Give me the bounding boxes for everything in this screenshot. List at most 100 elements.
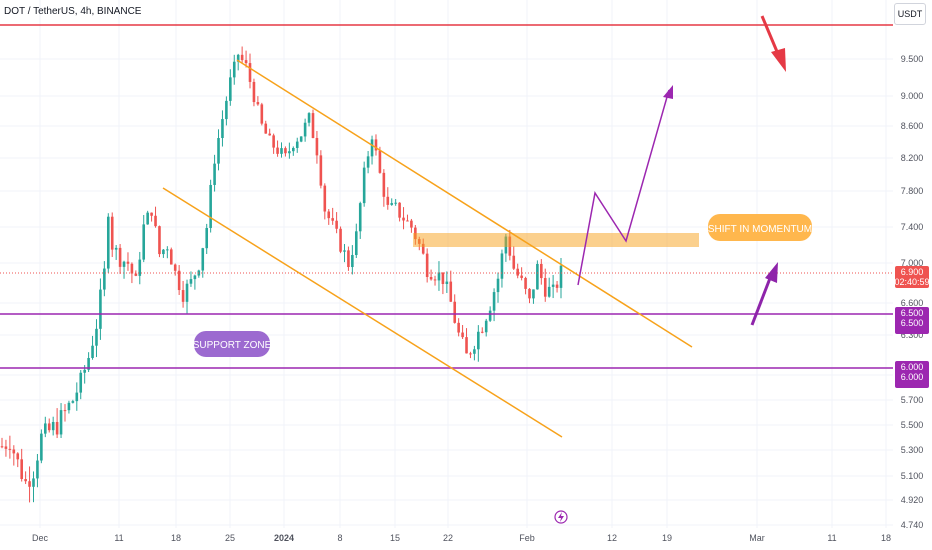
candle-body bbox=[410, 220, 413, 228]
candle-body bbox=[51, 421, 55, 431]
candle-body bbox=[268, 133, 271, 136]
price-tick-label: 6.600 bbox=[901, 298, 924, 308]
candle-body bbox=[453, 301, 457, 323]
candle-body bbox=[91, 345, 94, 358]
price-tick-label: 9.000 bbox=[901, 91, 924, 101]
candle-body bbox=[473, 349, 476, 354]
bullish-arrow-shaft bbox=[750, 272, 774, 326]
candle-body bbox=[520, 275, 523, 278]
candle-body bbox=[130, 263, 134, 274]
candle-body bbox=[461, 332, 464, 338]
candle-body bbox=[421, 243, 425, 254]
time-axis-bg bbox=[0, 530, 893, 550]
candle-body bbox=[256, 102, 260, 105]
candle-body bbox=[551, 284, 555, 287]
candle-body bbox=[229, 77, 232, 101]
candle-body bbox=[370, 139, 374, 157]
candle-body bbox=[95, 328, 98, 346]
candle-body bbox=[469, 353, 472, 355]
candle-body bbox=[406, 220, 409, 222]
price-tick-label: 8.600 bbox=[901, 121, 924, 131]
candle-body bbox=[79, 372, 83, 393]
support-upper-tag-text: 6.500 bbox=[901, 308, 924, 318]
candle-body bbox=[248, 63, 252, 82]
candle-body bbox=[83, 369, 86, 373]
price-tick-label: 6.300 bbox=[901, 330, 924, 340]
candle-body bbox=[484, 320, 488, 333]
bullish-arrowhead bbox=[765, 262, 778, 283]
candle-body bbox=[40, 433, 43, 461]
candle-body bbox=[532, 289, 535, 299]
candle-body bbox=[177, 270, 181, 291]
candle-body bbox=[343, 250, 346, 252]
time-tick-label: 19 bbox=[662, 533, 672, 543]
channel-upper-line bbox=[236, 59, 693, 348]
price-tick-label: 4.920 bbox=[901, 495, 924, 505]
candle-body bbox=[138, 259, 142, 276]
currency-unit-button[interactable]: USDT bbox=[894, 3, 926, 25]
candle-body bbox=[24, 479, 27, 482]
candle-body bbox=[106, 216, 110, 269]
candle-body bbox=[378, 150, 382, 173]
candle-body bbox=[150, 212, 153, 216]
shift-momentum-label: SHIFT IN MOMENTUM bbox=[708, 224, 812, 235]
time-tick-label: 11 bbox=[827, 533, 836, 543]
candle-body bbox=[351, 255, 354, 268]
candle-body bbox=[146, 212, 149, 225]
candle-body bbox=[358, 203, 362, 232]
candle-body bbox=[142, 224, 146, 260]
candle-body bbox=[0, 446, 4, 448]
time-tick-label: 11 bbox=[114, 533, 123, 543]
candle-body bbox=[547, 286, 551, 297]
candle-body bbox=[272, 135, 275, 148]
candle-body bbox=[276, 147, 279, 154]
candles bbox=[0, 46, 563, 503]
candle-body bbox=[288, 151, 291, 154]
time-tick-label: Mar bbox=[749, 533, 765, 543]
candle-body bbox=[390, 203, 394, 205]
candle-body bbox=[71, 401, 75, 403]
lightning-bolt-glyph bbox=[558, 512, 564, 522]
candle-body bbox=[315, 137, 319, 156]
projection-arrowhead bbox=[663, 85, 673, 99]
candle-body bbox=[299, 136, 303, 142]
candle-body bbox=[386, 196, 390, 205]
candle-body bbox=[374, 139, 378, 151]
price-tick-label: 5.700 bbox=[901, 395, 924, 405]
shift-momentum-label-box bbox=[708, 214, 812, 241]
candle-body bbox=[217, 138, 220, 164]
chart-title: DOT / TetherUS, 4h, BINANCE bbox=[4, 6, 142, 17]
candle-body bbox=[59, 410, 63, 435]
candle-body bbox=[55, 421, 59, 435]
candle-body bbox=[213, 163, 216, 185]
projection-path bbox=[577, 89, 670, 286]
candle-body bbox=[398, 202, 401, 218]
candle-body bbox=[559, 265, 563, 288]
candle-body bbox=[201, 248, 205, 271]
bearish-arrow-shaft bbox=[760, 15, 780, 55]
shift-zone-rect bbox=[413, 233, 699, 247]
price-tick-label: 7.800 bbox=[901, 186, 924, 196]
support-lower-tag-box bbox=[895, 361, 929, 388]
candle-body bbox=[28, 481, 31, 487]
candle-body bbox=[4, 446, 8, 449]
candle-body bbox=[433, 279, 437, 281]
candle-body bbox=[134, 273, 138, 276]
candle-body bbox=[540, 263, 543, 279]
candle-body bbox=[154, 215, 157, 227]
candle-body bbox=[307, 113, 311, 123]
candle-body bbox=[114, 247, 118, 250]
candle-body bbox=[260, 104, 264, 124]
candle-body bbox=[205, 227, 209, 249]
candle-body bbox=[221, 119, 224, 139]
price-tick-label: 9.500 bbox=[901, 54, 924, 64]
candle-body bbox=[331, 218, 334, 221]
candle-body bbox=[429, 276, 433, 280]
candle-body bbox=[8, 448, 12, 450]
candle-body bbox=[189, 279, 193, 284]
grid bbox=[0, 0, 893, 528]
drawings: SUPPORT ZONE SHIFT IN MOMENTUM bbox=[0, 15, 893, 524]
candle-body bbox=[441, 272, 445, 284]
candle-body bbox=[327, 211, 331, 219]
